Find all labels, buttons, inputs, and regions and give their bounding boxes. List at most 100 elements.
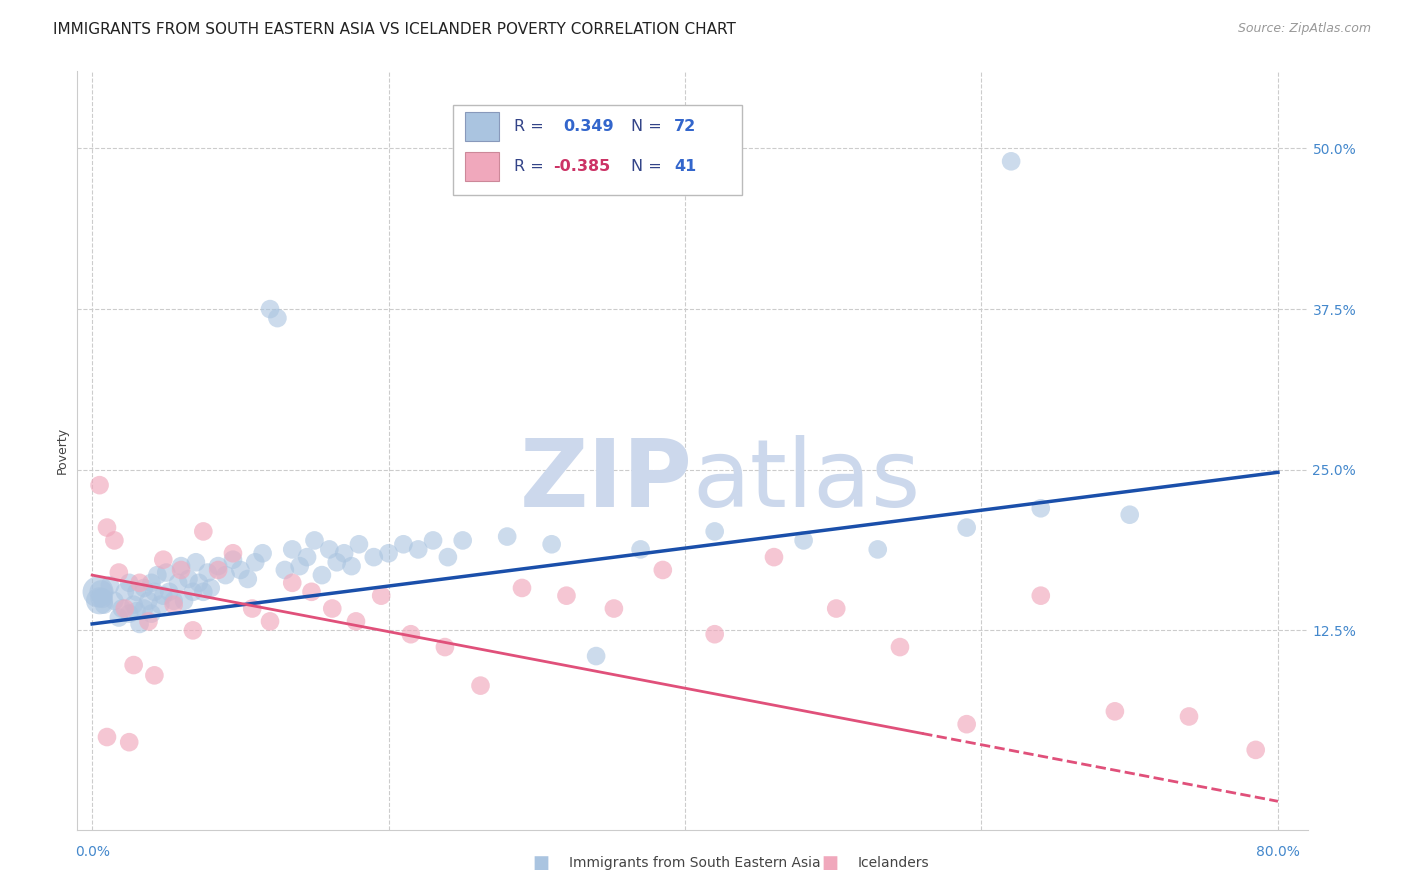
Point <box>470 679 492 693</box>
Point <box>90 584 112 599</box>
Point <box>87 584 110 599</box>
Point <box>433 640 456 654</box>
Point <box>344 615 367 629</box>
Point <box>295 550 318 565</box>
Point <box>138 615 160 629</box>
Point <box>240 601 263 615</box>
Point <box>96 730 118 744</box>
Point <box>193 584 215 599</box>
Point <box>197 566 219 580</box>
Point <box>193 524 215 539</box>
Point <box>703 524 725 539</box>
Point <box>630 542 652 557</box>
Point <box>222 546 245 560</box>
Text: 0.0%: 0.0% <box>75 845 110 859</box>
Point <box>437 550 460 565</box>
Point <box>155 566 177 580</box>
Text: R =: R = <box>515 120 548 134</box>
Point <box>118 575 141 590</box>
Text: 80.0%: 80.0% <box>1256 845 1301 859</box>
Point <box>603 601 626 615</box>
Text: ZIP: ZIP <box>520 434 693 527</box>
Text: atlas: atlas <box>693 434 921 527</box>
Point <box>1029 589 1052 603</box>
Point <box>252 546 274 560</box>
FancyBboxPatch shape <box>465 112 499 141</box>
Point <box>125 584 148 599</box>
Point <box>91 591 114 606</box>
Text: R =: R = <box>515 159 548 174</box>
Text: 0.349: 0.349 <box>564 120 614 134</box>
Point <box>540 537 562 551</box>
Point <box>167 575 190 590</box>
Point <box>170 563 193 577</box>
Point <box>173 594 195 608</box>
Point <box>288 559 311 574</box>
Point <box>200 581 222 595</box>
Point <box>181 624 204 638</box>
Point <box>98 578 121 592</box>
Point <box>406 542 429 557</box>
Text: IMMIGRANTS FROM SOUTH EASTERN ASIA VS ICELANDER POVERTY CORRELATION CHART: IMMIGRANTS FROM SOUTH EASTERN ASIA VS IC… <box>53 22 737 37</box>
Point <box>703 627 725 641</box>
Point <box>259 302 281 317</box>
Text: N =: N = <box>631 159 666 174</box>
Point <box>89 591 111 606</box>
Point <box>214 568 236 582</box>
Point <box>392 537 415 551</box>
Point <box>149 598 172 612</box>
Point <box>399 627 422 641</box>
Point <box>1104 704 1126 718</box>
Text: ■: ■ <box>533 855 550 872</box>
Text: N =: N = <box>631 120 666 134</box>
Text: Source: ZipAtlas.com: Source: ZipAtlas.com <box>1237 22 1371 36</box>
Point <box>956 717 979 731</box>
Point <box>229 563 252 577</box>
Point <box>96 520 118 534</box>
Point <box>141 575 163 590</box>
Text: ■: ■ <box>821 855 838 872</box>
Point <box>1244 743 1267 757</box>
Point <box>1029 501 1052 516</box>
Point <box>114 601 136 615</box>
Point <box>207 559 229 574</box>
Point <box>138 594 160 608</box>
Point <box>274 563 297 577</box>
Point <box>889 640 911 654</box>
Point <box>510 581 533 595</box>
Point <box>157 584 180 599</box>
Point <box>259 615 281 629</box>
Point <box>207 563 229 577</box>
FancyBboxPatch shape <box>465 152 499 180</box>
Point <box>118 735 141 749</box>
Point <box>363 550 385 565</box>
Point <box>122 658 145 673</box>
Point <box>301 584 323 599</box>
FancyBboxPatch shape <box>453 105 742 195</box>
Point <box>451 533 474 548</box>
Point <box>793 533 815 548</box>
Text: 41: 41 <box>673 159 696 174</box>
Point <box>103 594 125 608</box>
Point <box>170 559 193 574</box>
Point <box>318 542 340 557</box>
Point <box>122 598 145 612</box>
Point <box>181 584 204 599</box>
Point <box>956 520 979 534</box>
Point <box>222 552 245 566</box>
Point <box>422 533 444 548</box>
Point <box>825 601 848 615</box>
Point <box>496 530 519 544</box>
Point <box>143 668 166 682</box>
Point <box>184 555 207 569</box>
Point <box>125 604 148 618</box>
Point <box>762 550 785 565</box>
Point <box>370 589 392 603</box>
Text: Immigrants from South Eastern Asia: Immigrants from South Eastern Asia <box>569 856 821 871</box>
Point <box>1000 154 1022 169</box>
Point <box>325 555 347 569</box>
Point <box>89 594 111 608</box>
Point <box>347 537 370 551</box>
Point <box>321 601 343 615</box>
Point <box>1118 508 1140 522</box>
